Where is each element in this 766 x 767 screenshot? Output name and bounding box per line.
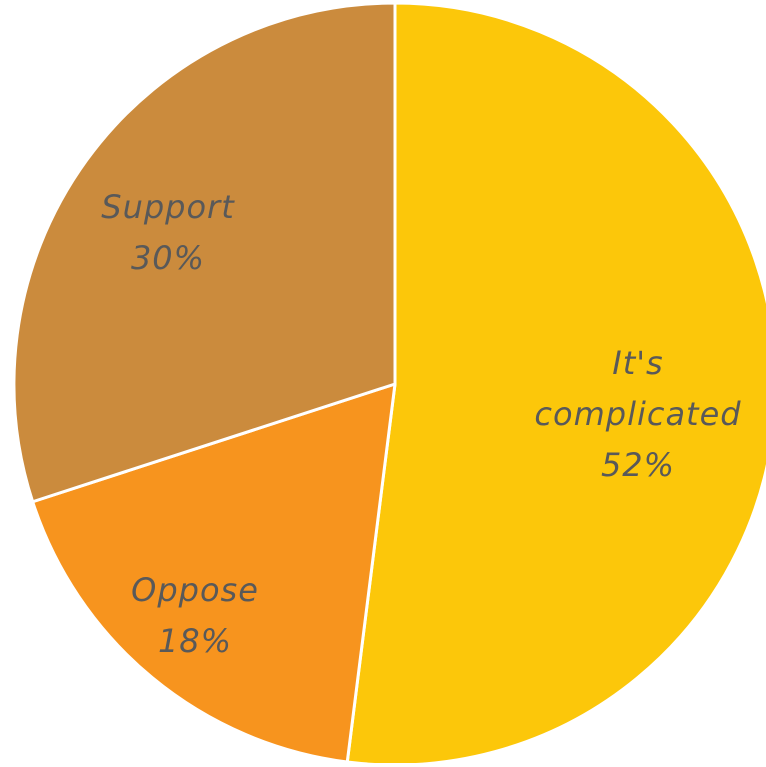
slice-category-label: Oppose bbox=[131, 571, 259, 609]
slice-label-it-s-complicated: It's complicated 52% bbox=[534, 344, 741, 484]
slice-value-label: 18% bbox=[158, 622, 232, 660]
slice-label-oppose: Oppose 18% bbox=[131, 571, 259, 660]
slice-value-label: 30% bbox=[131, 239, 205, 277]
pie-slice-oppose bbox=[31, 382, 397, 764]
pie-slice-support bbox=[12, 1, 397, 504]
labels-layer: It's complicated 52% Oppose 18% Support 30% bbox=[101, 188, 741, 660]
slice-category-label: complicated bbox=[534, 395, 741, 433]
slices-layer bbox=[12, 1, 766, 767]
slice-category-label: It's bbox=[612, 344, 663, 382]
pie-slice-it-s-complicated bbox=[345, 1, 766, 767]
slice-category-label: Support bbox=[101, 188, 235, 226]
slice-value-label: 52% bbox=[601, 446, 675, 484]
slice-label-support: Support 30% bbox=[101, 188, 235, 277]
